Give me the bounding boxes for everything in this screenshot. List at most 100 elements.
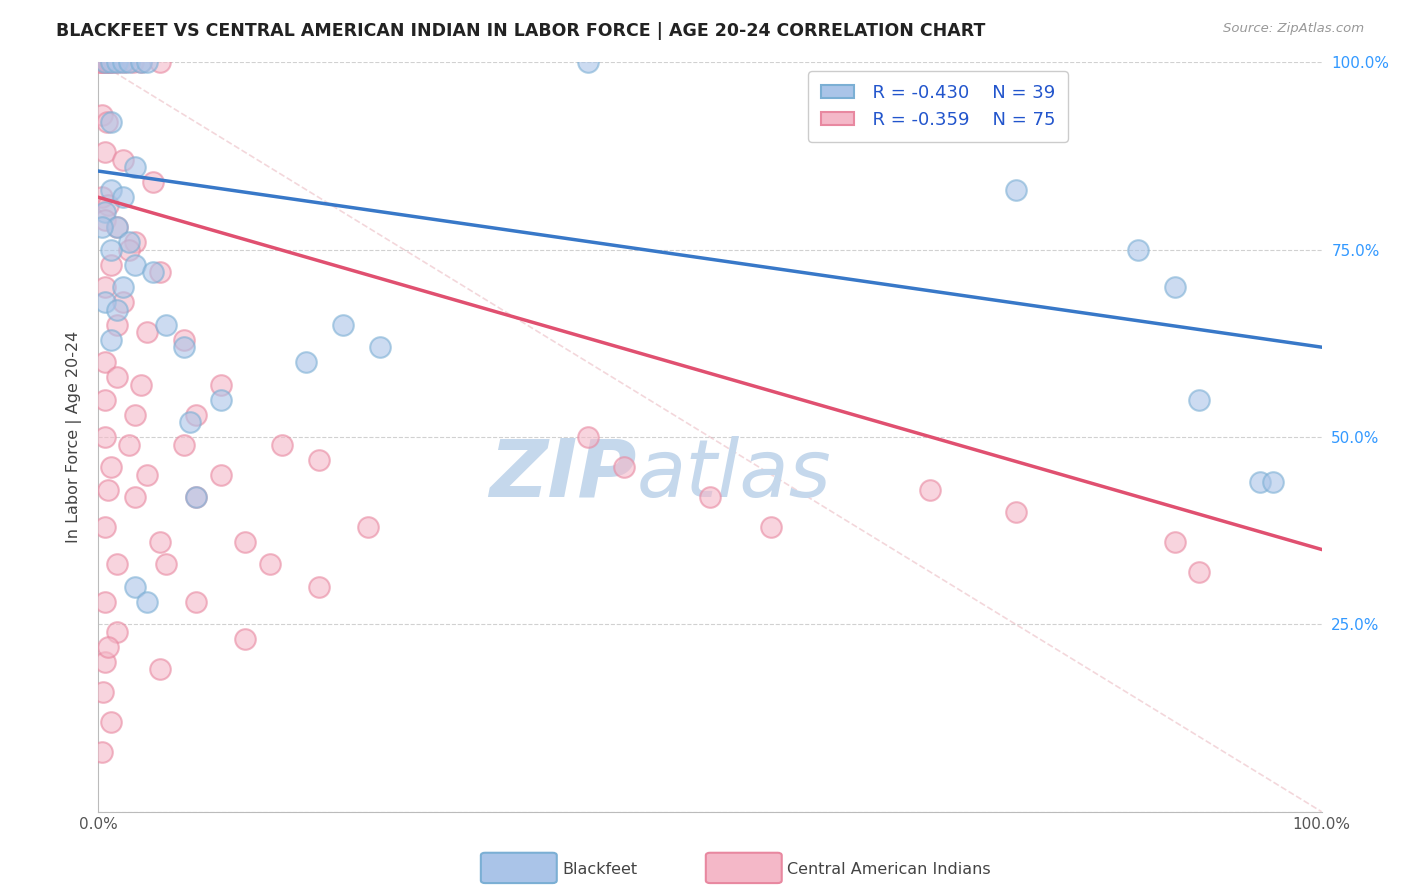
Point (1164, 280, 1187, 294)
Point (93, 295, 115, 310)
Point (173, 437, 195, 451)
Point (129, 55, 152, 70)
Point (93, 55, 115, 70)
Point (129, 55, 152, 70)
Point (93, 145, 115, 160)
Point (1004, 505, 1026, 519)
Point (111, 55, 134, 70)
Point (89, 55, 111, 70)
Point (100, 243, 122, 257)
Point (295, 355, 318, 369)
Point (100, 115, 122, 129)
Point (920, 483, 942, 497)
Point (124, 580, 146, 594)
Text: Source: ZipAtlas.com: Source: ZipAtlas.com (1223, 22, 1364, 36)
Point (105, 220, 128, 235)
Point (186, 490, 208, 504)
Point (105, 558, 128, 572)
Point (332, 318, 354, 332)
Point (100, 258, 122, 272)
Point (233, 632, 256, 647)
Point (93, 655, 115, 669)
Point (209, 467, 232, 482)
Point (1164, 535, 1187, 549)
Point (124, 235, 146, 250)
Point (97, 483, 120, 497)
Point (96, 55, 118, 70)
Point (761, 520, 783, 534)
Point (121, 55, 143, 70)
Point (105, 220, 128, 235)
Point (308, 580, 330, 594)
Point (111, 280, 134, 294)
Point (124, 161, 146, 175)
Point (100, 460, 122, 475)
Point (142, 175, 165, 189)
Text: atlas: atlas (637, 435, 831, 514)
Point (136, 595, 159, 609)
Point (124, 258, 146, 272)
Point (124, 490, 146, 504)
Point (105, 318, 128, 332)
Legend:   R = -0.430    N = 39,   R = -0.359    N = 75: R = -0.430 N = 39, R = -0.359 N = 75 (808, 71, 1069, 142)
Point (270, 437, 294, 451)
Point (149, 265, 172, 279)
Point (699, 490, 721, 504)
Point (100, 55, 122, 70)
Point (142, 265, 165, 279)
Point (91, 108, 114, 122)
Point (93, 595, 115, 609)
Point (118, 243, 141, 257)
Point (233, 535, 256, 549)
Point (186, 490, 208, 504)
Point (1188, 565, 1211, 579)
Point (93, 520, 115, 534)
Point (91, 685, 114, 699)
Point (97, 640, 120, 654)
Point (1250, 475, 1272, 489)
Text: Central American Indians: Central American Indians (787, 863, 991, 877)
Point (576, 55, 599, 70)
Point (93, 355, 115, 369)
Point (1128, 243, 1150, 257)
Point (108, 55, 131, 70)
Point (1004, 183, 1026, 197)
Point (118, 55, 141, 70)
Y-axis label: In Labor Force | Age 20-24: In Labor Force | Age 20-24 (66, 331, 83, 543)
Point (97, 198, 120, 212)
Point (100, 55, 122, 70)
Point (114, 55, 136, 70)
Point (93, 430, 115, 444)
Point (155, 558, 177, 572)
Point (100, 183, 122, 197)
Text: BLACKFEET VS CENTRAL AMERICAN INDIAN IN LABOR FORCE | AGE 20-24 CORRELATION CHAR: BLACKFEET VS CENTRAL AMERICAN INDIAN IN … (56, 22, 986, 40)
Point (129, 377, 152, 392)
Point (136, 325, 159, 339)
Point (155, 318, 177, 332)
Point (93, 280, 115, 294)
Point (576, 430, 599, 444)
Point (1261, 475, 1284, 489)
Point (93, 205, 115, 219)
Point (111, 295, 134, 310)
Point (111, 153, 134, 167)
Point (308, 452, 330, 467)
Point (93, 55, 115, 70)
Point (118, 235, 141, 250)
Point (368, 340, 391, 354)
Point (96, 115, 118, 129)
Point (356, 520, 378, 534)
Point (93, 212, 115, 227)
Point (136, 55, 159, 70)
Point (149, 662, 172, 676)
Point (105, 624, 128, 639)
Point (1188, 392, 1211, 407)
Text: ZIP: ZIP (489, 435, 637, 514)
Point (105, 55, 128, 70)
Point (209, 377, 232, 392)
Point (91, 55, 114, 70)
Point (105, 370, 128, 384)
Point (100, 714, 122, 729)
Point (103, 55, 125, 70)
Point (613, 460, 636, 475)
